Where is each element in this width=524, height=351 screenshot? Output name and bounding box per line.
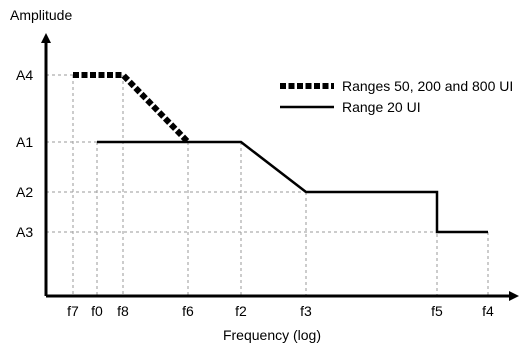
x-tick-label-f0: f0: [91, 303, 103, 319]
y-axis-label: Amplitude: [10, 7, 72, 23]
y-tick-label-A1: A1: [16, 134, 33, 150]
y-tick-label-A2: A2: [16, 184, 33, 200]
x-tick-labels: f7 f0 f8 f6 f2 f3 f5 f4: [67, 303, 494, 319]
x-tick-label-f3: f3: [300, 303, 312, 319]
x-tick-label-f8: f8: [117, 303, 129, 319]
x-tick-label-f5: f5: [431, 303, 443, 319]
series-lines: [73, 72, 488, 234]
series-line-range-20: [97, 140, 488, 234]
legend: Ranges 50, 200 and 800 UI Range 20 UI: [280, 78, 513, 115]
x-tick-label-f6: f6: [182, 303, 194, 319]
series-line-ranges-50-200-800: [73, 72, 191, 145]
y-tick-label-A4: A4: [16, 67, 33, 83]
y-tick-label-A3: A3: [16, 224, 33, 240]
x-axis-label: Frequency (log): [223, 327, 321, 343]
legend-label-dotted: Ranges 50, 200 and 800 UI: [342, 78, 513, 94]
y-tick-labels: A4 A1 A2 A3: [16, 67, 33, 240]
x-tick-label-f2: f2: [235, 303, 247, 319]
guide-lines: [46, 74, 489, 296]
x-tick-label-f7: f7: [67, 303, 79, 319]
x-tick-label-f4: f4: [482, 303, 494, 319]
legend-label-solid: Range 20 UI: [342, 99, 421, 115]
